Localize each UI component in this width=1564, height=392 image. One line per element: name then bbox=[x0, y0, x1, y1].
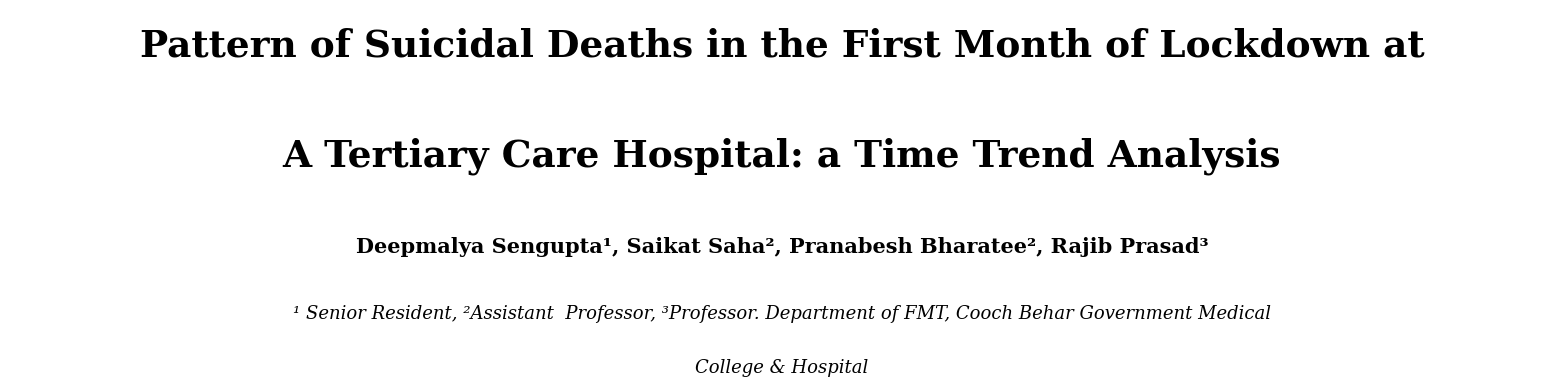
Text: Pattern of Suicidal Deaths in the First Month of Lockdown at: Pattern of Suicidal Deaths in the First … bbox=[139, 27, 1425, 64]
Text: College & Hospital: College & Hospital bbox=[696, 359, 868, 377]
Text: ¹ Senior Resident, ²Assistant  Professor, ³Professor. Department of FMT, Cooch B: ¹ Senior Resident, ²Assistant Professor,… bbox=[292, 305, 1272, 323]
Text: A Tertiary Care Hospital: a Time Trend Analysis: A Tertiary Care Hospital: a Time Trend A… bbox=[283, 137, 1281, 175]
Text: Deepmalya Sengupta¹, Saikat Saha², Pranabesh Bharatee², Rajib Prasad³: Deepmalya Sengupta¹, Saikat Saha², Prana… bbox=[355, 237, 1209, 257]
